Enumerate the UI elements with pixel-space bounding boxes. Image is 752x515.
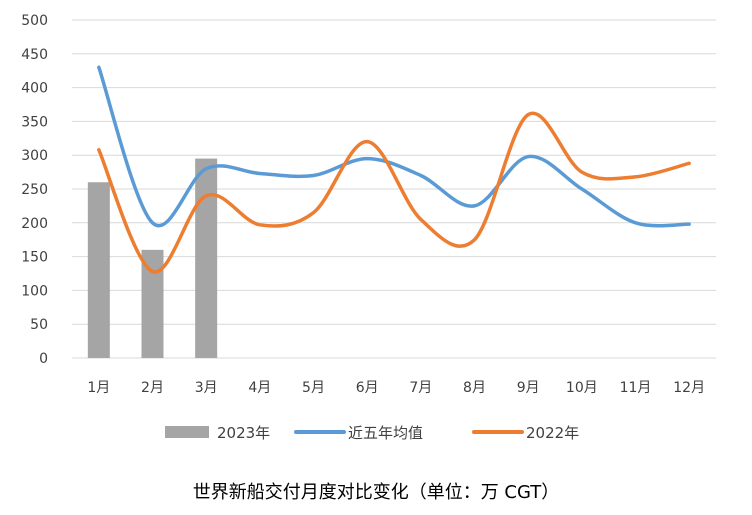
gridlines [72,19,716,359]
bar [87,182,110,358]
bar [195,158,218,358]
x-tick-label: 6月 [356,380,379,396]
y-tick-label: 450 [21,47,48,63]
x-tick-label: 1月 [87,380,110,396]
x-tick-label: 4月 [248,380,271,396]
y-tick-label: 300 [21,148,48,164]
x-tick-label: 11月 [620,380,652,396]
y-tick-label: 0 [39,351,48,367]
chart-title: 世界新船交付月度对比变化（单位：万 CGT） [192,482,560,503]
legend-label: 2022年 [526,424,579,442]
bar-series [87,158,218,358]
legend-label: 2023年 [217,424,270,442]
y-tick-label: 150 [21,250,48,266]
x-tick-label: 5月 [302,380,325,396]
x-tick-label: 2月 [141,380,164,396]
y-tick-label: 100 [21,283,48,299]
x-tick-label: 3月 [195,380,218,396]
x-tick-label: 10月 [566,380,598,396]
x-tick-label: 9月 [517,380,540,396]
y-axis-ticks: 0 50 100 150 200 250 300 350 400 450 500 [21,13,48,367]
bar [141,249,164,358]
chart-canvas: 0 50 100 150 200 250 300 350 400 450 500 1月 2月 3月 4月 5… [21,13,716,442]
y-tick-label: 350 [21,114,48,130]
series-line [97,65,691,228]
x-tick-label: 8月 [463,380,486,396]
y-tick-label: 500 [21,13,48,29]
x-axis-ticks: 1月 2月 3月 4月 5月 6月 7月 8月 9月 10月 11月 12月 [87,380,705,396]
line-series [97,65,691,274]
legend: 2023年 近五年均值 2022年 [165,424,579,442]
y-tick-label: 50 [30,317,48,333]
x-tick-label: 7月 [409,380,432,396]
y-tick-label: 250 [21,182,48,198]
legend-label: 近五年均值 [348,424,423,442]
y-tick-label: 400 [21,81,48,97]
x-tick-label: 12月 [673,380,705,396]
series-line [97,111,691,274]
y-tick-label: 200 [21,216,48,232]
legend-swatch [165,426,209,438]
